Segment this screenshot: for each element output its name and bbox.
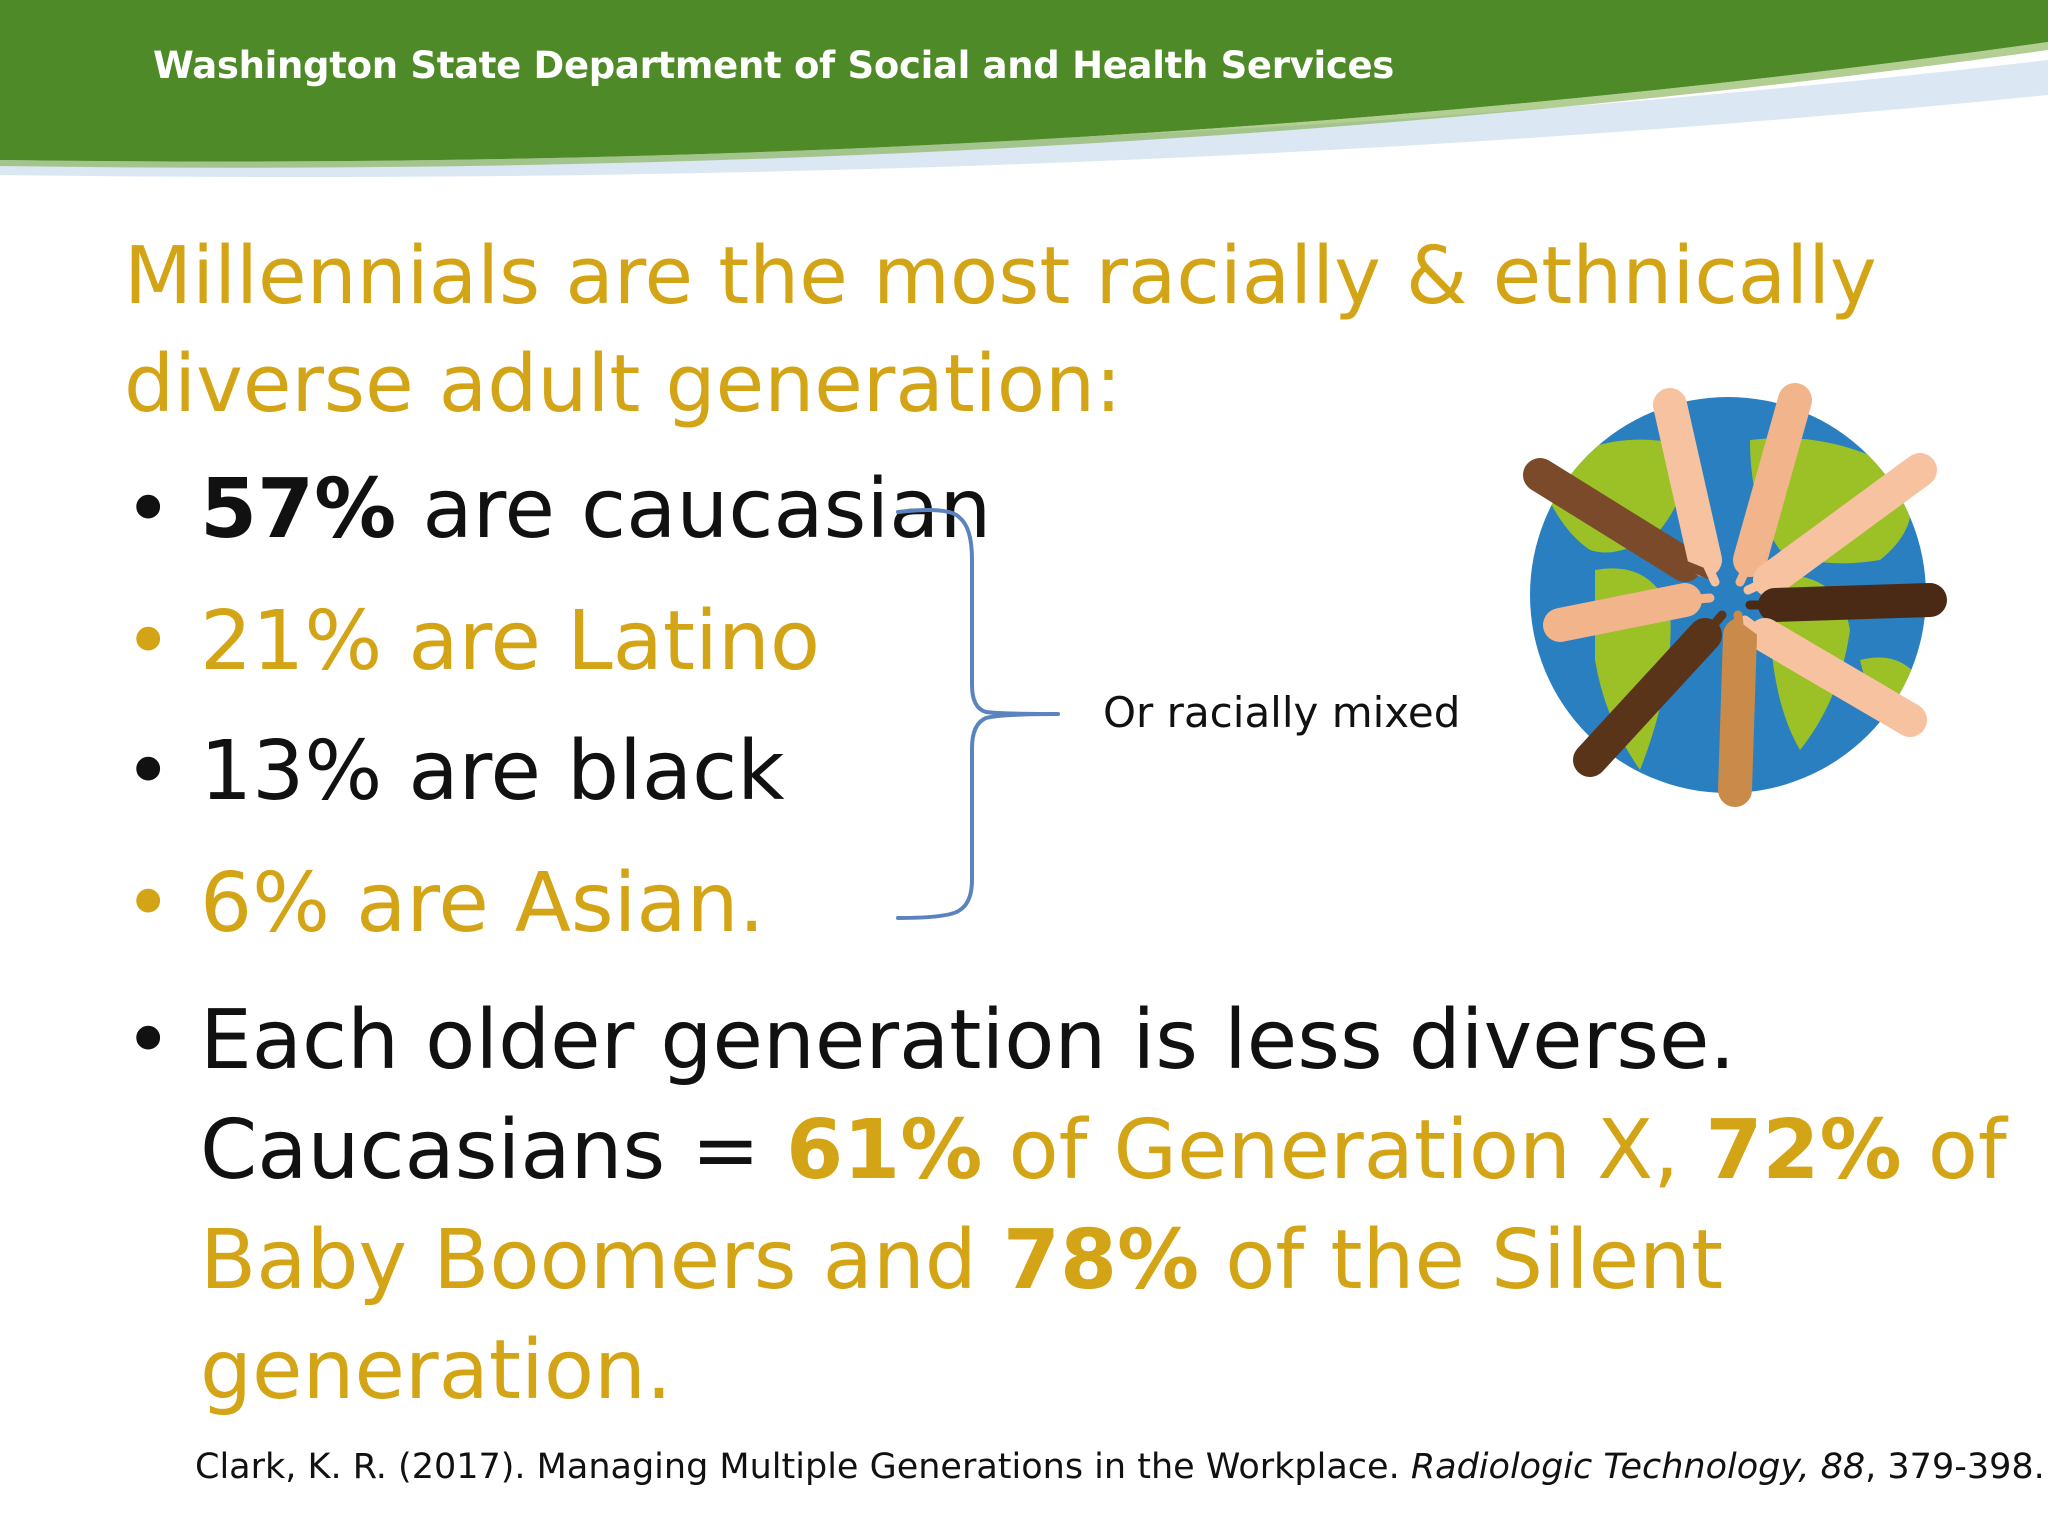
generations-bullet: • Each older generation is less diverse.…	[124, 986, 2007, 1426]
citation-prefix: Clark, K. R. (2017). Managing Multiple G…	[195, 1447, 1411, 1487]
bullet-marker: •	[124, 993, 173, 1088]
citation-suffix: , 379-398.	[1865, 1447, 2045, 1487]
silent-text-a: of the Silent	[1199, 1213, 1724, 1308]
silent-percent: 78%	[1002, 1213, 1200, 1308]
heading-line-2: diverse adult generation:	[124, 338, 1122, 430]
bullet-latino: • 21% are Latino	[124, 587, 1924, 697]
generations-line-4: generation.	[200, 1323, 673, 1418]
brace-label: Or racially mixed	[1103, 688, 1461, 737]
generations-line-3: Baby Boomers and 78% of the Silent	[200, 1206, 1924, 1316]
curly-brace	[896, 508, 1060, 920]
caucasian-text: are caucasian	[396, 462, 992, 557]
bullet-asian: • 6% are Asian.	[124, 849, 1924, 959]
citation: Clark, K. R. (2017). Managing Multiple G…	[195, 1447, 2045, 1487]
boomers-text-a: of	[1901, 1103, 2007, 1198]
citation-journal: Radiologic Technology, 88	[1410, 1447, 1866, 1487]
boomers-text-b: Baby Boomers and	[200, 1213, 1003, 1308]
caucasians-label: Caucasians =	[200, 1103, 787, 1198]
generations-line-2: Caucasians = 61% of Generation X, 72% of	[200, 1096, 2007, 1206]
bullet-marker: •	[124, 724, 173, 819]
bullet-marker: •	[124, 594, 173, 689]
asian-text: 6% are Asian.	[200, 856, 765, 951]
genx-text: of Generation X,	[982, 1103, 1706, 1198]
header-banner	[0, 0, 2048, 178]
genx-percent: 61%	[786, 1103, 983, 1198]
caucasian-percent: 57%	[200, 462, 397, 557]
bullet-black: • 13% are black	[124, 717, 1924, 827]
black-text: 13% are black	[200, 724, 785, 819]
slide-heading: Millennials are the most racially & ethn…	[124, 222, 1877, 438]
header-highlight	[0, 42, 2048, 168]
bullet-marker: •	[124, 856, 173, 951]
latino-text: 21% are Latino	[200, 594, 821, 689]
bullet-caucasian: • 57% are caucasian	[124, 455, 1924, 565]
boomers-percent: 72%	[1705, 1103, 1902, 1198]
globe-hands-icon	[1523, 383, 1947, 807]
header-green-bar	[0, 0, 2048, 162]
heading-line-1: Millennials are the most racially & ethn…	[124, 230, 1877, 322]
generations-line-1: Each older generation is less diverse.	[200, 993, 1736, 1088]
header-org-name: Washington State Department of Social an…	[153, 44, 1395, 87]
bullet-marker: •	[124, 462, 173, 557]
